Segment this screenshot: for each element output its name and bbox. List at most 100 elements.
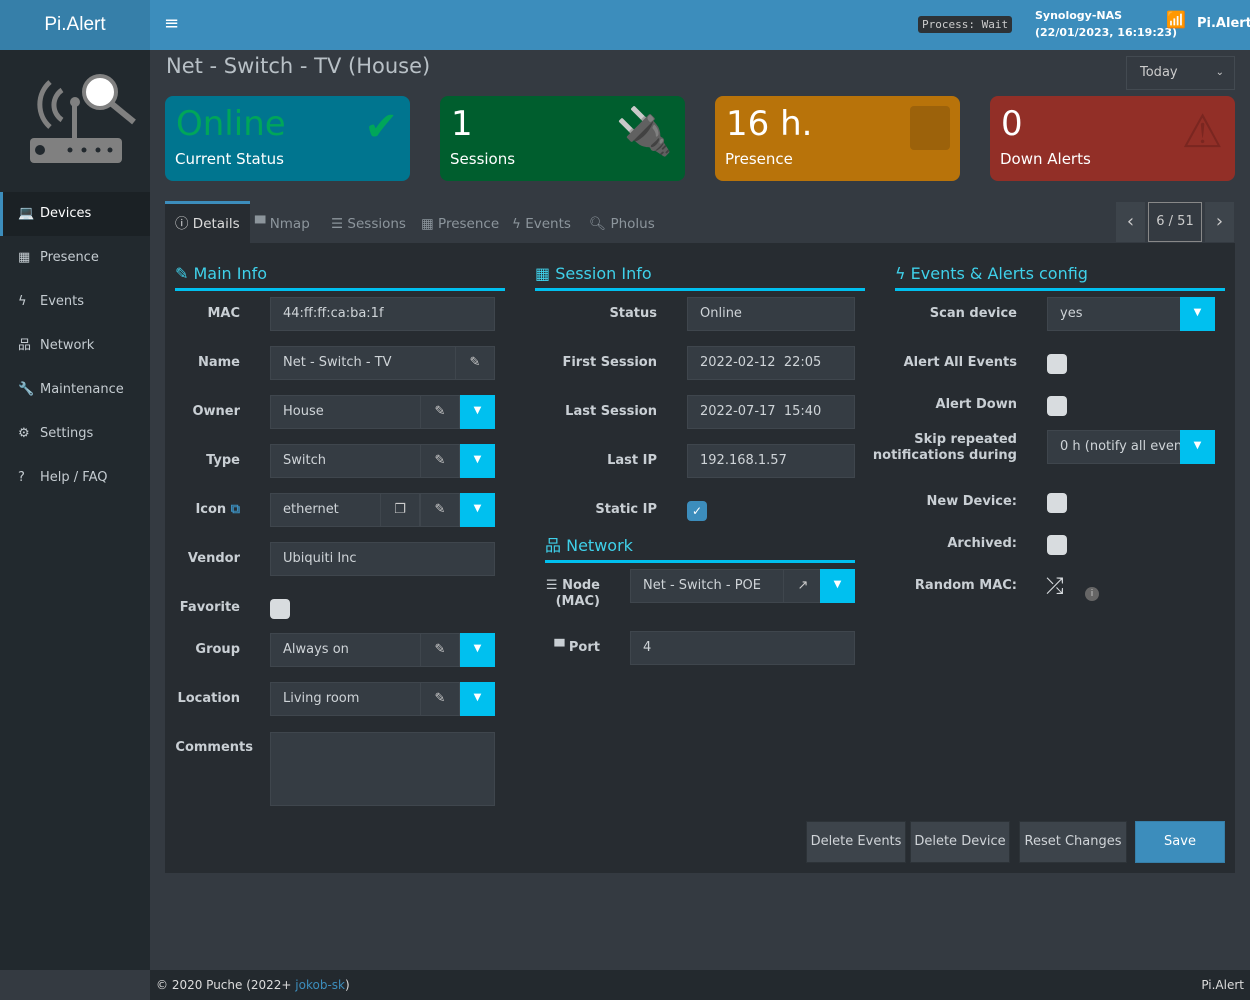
calendar-icon: ▦ xyxy=(421,216,439,232)
sidebar-item-events[interactable]: ϟ Events xyxy=(0,280,150,324)
next-device-button[interactable]: › xyxy=(1205,202,1234,242)
external-link-icon[interactable]: ⧉ xyxy=(230,502,240,517)
pencil-icon: ✎ xyxy=(434,453,446,468)
first-session-field: 2022-02-12 22:05 xyxy=(687,346,855,380)
info-icon[interactable]: i xyxy=(1085,587,1099,601)
sidebar-item-settings[interactable]: ⚙ Settings xyxy=(0,412,150,456)
mac-field[interactable]: 44:ff:ff:ca:ba:1f xyxy=(270,297,495,331)
sessions-card[interactable]: 1 Sessions 🔌 xyxy=(440,96,685,181)
edit-name-button[interactable]: ✎ xyxy=(455,346,495,380)
app-logo[interactable]: Pi.Alert xyxy=(0,0,150,50)
last-ip-field: 192.168.1.57 xyxy=(687,444,855,478)
previous-device-button[interactable]: ‹ xyxy=(1116,202,1145,242)
delete-device-button[interactable]: Delete Device xyxy=(910,821,1010,863)
events-config-heading: ϟ Events & Alerts config xyxy=(895,262,1225,291)
sidebar-item-network[interactable]: 品 Network xyxy=(0,324,150,368)
reset-changes-button[interactable]: Reset Changes xyxy=(1019,821,1127,863)
warning-icon: ⚠ xyxy=(1181,104,1223,158)
archived-checkbox[interactable] xyxy=(1047,535,1067,555)
alert-down-checkbox[interactable] xyxy=(1047,396,1067,416)
alert-all-events-checkbox[interactable] xyxy=(1047,354,1067,374)
tab-sessions[interactable]: ☰ Sessions xyxy=(331,201,406,243)
last-ip-label: Last IP xyxy=(607,453,657,468)
sidebar-item-devices[interactable]: 💻 Devices xyxy=(0,192,150,236)
sidebar-item-help[interactable]: ? Help / FAQ xyxy=(0,456,150,500)
process-status: Process: Wait xyxy=(918,16,1013,33)
hamburger-menu-icon[interactable]: ≡ xyxy=(164,13,180,34)
icon-field[interactable]: ethernet xyxy=(270,493,381,527)
tab-presence[interactable]: ▦ Presence xyxy=(421,201,499,243)
period-select[interactable]: Today ⌄ xyxy=(1126,56,1235,90)
caret-down-icon: ▼ xyxy=(473,643,482,654)
go-to-node-button[interactable]: ↗ xyxy=(783,569,823,603)
static-ip-checkbox[interactable]: ✓ xyxy=(687,501,707,521)
author-link[interactable]: jokob-sk xyxy=(295,978,345,992)
bolt-icon: ϟ xyxy=(18,294,27,309)
page-title: Net - Switch - TV (House) xyxy=(166,54,431,78)
pencil-icon: ✎ xyxy=(434,404,446,419)
server-time: (22/01/2023, 16:19:23) xyxy=(1035,26,1178,39)
edit-owner-button[interactable]: ✎ xyxy=(420,395,460,429)
scan-device-field[interactable]: yes xyxy=(1047,297,1181,331)
tab-label: Nmap xyxy=(269,216,310,232)
save-button[interactable]: Save xyxy=(1135,821,1225,863)
mac-label: MAC xyxy=(207,306,240,321)
delete-events-button[interactable]: Delete Events xyxy=(806,821,906,863)
wrench-icon: 🔧 xyxy=(18,382,35,397)
port-label: ▀ Port xyxy=(530,640,600,656)
location-dropdown-button[interactable]: ▼ xyxy=(460,682,495,716)
new-device-checkbox[interactable] xyxy=(1047,493,1067,513)
presence-card[interactable]: 16 h. Presence xyxy=(715,96,960,181)
skip-repeated-dropdown-button[interactable]: ▼ xyxy=(1180,430,1215,464)
vendor-field[interactable]: Ubiquiti Inc xyxy=(270,542,495,576)
copy-icon: ❐ xyxy=(394,502,406,517)
favorite-checkbox[interactable] xyxy=(270,599,290,619)
tab-label: Events xyxy=(525,216,571,232)
sidebar-item-label: Maintenance xyxy=(40,382,124,397)
footer-app-name: Pi.Alert xyxy=(1201,978,1244,992)
caret-down-icon: ▼ xyxy=(473,405,482,416)
status-card[interactable]: Online Current Status ✔ xyxy=(165,96,410,181)
location-field[interactable]: Living room xyxy=(270,682,421,716)
sidebar-item-presence[interactable]: ▦ Presence xyxy=(0,236,150,280)
presence-value: 16 h. xyxy=(726,104,813,144)
gear-icon: ⚙ xyxy=(18,426,30,441)
owner-field[interactable]: House xyxy=(270,395,421,429)
group-dropdown-button[interactable]: ▼ xyxy=(460,633,495,667)
first-session-label: First Session xyxy=(562,355,657,370)
tab-nmap[interactable]: ▀ Nmap xyxy=(255,201,310,243)
comments-textarea[interactable] xyxy=(270,732,495,806)
name-label: Name xyxy=(197,355,240,370)
tab-events[interactable]: ϟ Events xyxy=(512,201,571,243)
edit-type-button[interactable]: ✎ xyxy=(420,444,460,478)
user-menu[interactable]: Pi.Alert xyxy=(1197,16,1250,31)
type-label: Type xyxy=(206,453,240,468)
session-info-heading: ▦ Session Info xyxy=(535,262,865,291)
down-alerts-card[interactable]: 0 Down Alerts ⚠ xyxy=(990,96,1235,181)
scan-device-dropdown-button[interactable]: ▼ xyxy=(1180,297,1215,331)
owner-dropdown-button[interactable]: ▼ xyxy=(460,395,495,429)
tab-details[interactable]: ⓘ Details xyxy=(165,201,250,243)
edit-icon-button[interactable]: ✎ xyxy=(420,493,460,527)
type-dropdown-button[interactable]: ▼ xyxy=(460,444,495,478)
copy-icon-button[interactable]: ❐ xyxy=(380,493,420,527)
edit-group-button[interactable]: ✎ xyxy=(420,633,460,667)
alert-down-label: Alert Down xyxy=(935,397,1017,412)
plug-icon: 🔌 xyxy=(615,104,673,158)
icon-dropdown-button[interactable]: ▼ xyxy=(460,493,495,527)
tab-pholus[interactable]: 🔍︎ Pholus xyxy=(589,201,655,243)
name-field[interactable]: Net - Switch - TV xyxy=(270,346,456,380)
port-field[interactable]: 4 xyxy=(630,631,855,665)
static-ip-label: Static IP xyxy=(595,502,657,517)
node-dropdown-button[interactable]: ▼ xyxy=(820,569,855,603)
router-icon[interactable]: 📶 xyxy=(1166,10,1186,29)
top-bar: ≡ Process: Wait Synology-NAS (22/01/2023… xyxy=(150,0,1250,50)
down-alerts-label: Down Alerts xyxy=(1000,150,1091,168)
node-field[interactable]: Net - Switch - POE xyxy=(630,569,784,603)
sidebar-item-maintenance[interactable]: 🔧 Maintenance xyxy=(0,368,150,412)
skip-repeated-field[interactable]: 0 h (notify all events) xyxy=(1047,430,1181,464)
edit-location-button[interactable]: ✎ xyxy=(420,682,460,716)
sidebar-item-label: Network xyxy=(40,338,95,353)
group-field[interactable]: Always on xyxy=(270,633,421,667)
type-field[interactable]: Switch xyxy=(270,444,421,478)
